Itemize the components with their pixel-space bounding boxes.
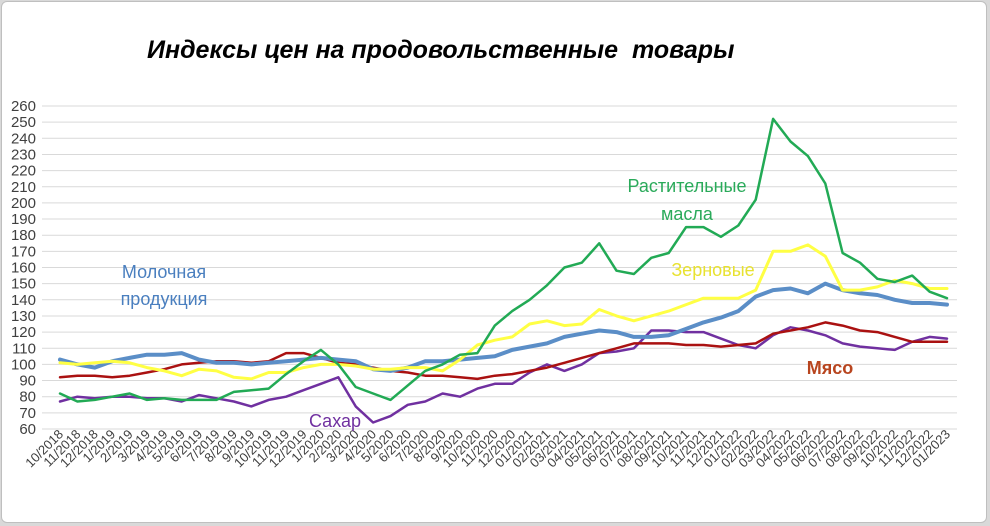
y-tick-label: 70 — [19, 405, 36, 422]
y-tick-label: 240 — [11, 130, 36, 147]
grid — [42, 105, 957, 430]
y-tick-label: 120 — [11, 324, 36, 341]
y-tick-label: 190 — [11, 211, 36, 228]
annotation-label: Мясо — [807, 358, 854, 378]
y-tick-label: 150 — [11, 276, 36, 293]
y-axis-ticks: 6070809010011012013014015016017018019020… — [11, 98, 36, 438]
annotation-label: продукция — [121, 289, 208, 309]
annotation-label: Зерновые — [671, 260, 754, 280]
y-tick-label: 60 — [19, 421, 36, 438]
series-line-1 — [58, 243, 949, 381]
y-tick-label: 220 — [11, 163, 36, 180]
annotation-label: масла — [661, 204, 714, 224]
y-tick-label: 200 — [11, 195, 36, 212]
y-tick-label: 110 — [12, 340, 36, 357]
y-tick-label: 90 — [19, 373, 36, 390]
y-tick-label: 80 — [19, 389, 36, 406]
series-annotations: Молочная продукция Зерновые Растительные мас… — [121, 176, 854, 431]
y-tick-label: 210 — [11, 179, 36, 196]
y-tick-label: 230 — [11, 146, 36, 163]
x-axis-ticks: 10/201811/201812/20181/20192/20193/20194… — [22, 427, 953, 471]
annotation-label: Сахар — [309, 411, 361, 431]
series-line-2 — [58, 117, 949, 403]
y-tick-label: 250 — [11, 114, 36, 131]
y-tick-label: 140 — [11, 292, 36, 309]
annotation-label: Молочная — [122, 262, 206, 282]
y-tick-label: 160 — [11, 260, 36, 277]
chart-title: Индексы цен на продовольственные товары — [147, 36, 735, 64]
series-line-0 — [58, 281, 949, 373]
y-tick-label: 130 — [11, 308, 36, 325]
series-lines — [58, 117, 949, 424]
y-tick-label: 100 — [11, 356, 36, 373]
annotation-label: Растительные — [628, 176, 747, 196]
y-tick-label: 260 — [11, 98, 36, 115]
y-tick-label: 180 — [11, 227, 36, 244]
y-tick-label: 170 — [11, 243, 36, 260]
